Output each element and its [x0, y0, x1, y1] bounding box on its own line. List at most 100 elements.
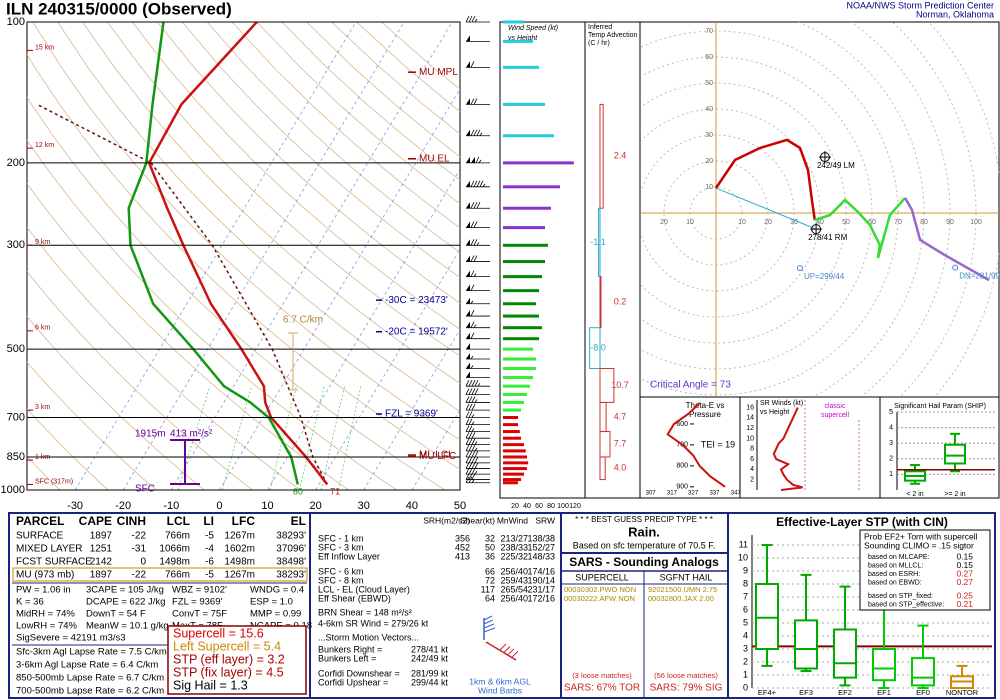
wind-barb: [466, 255, 490, 262]
wind-speed-bar: [503, 467, 527, 471]
barb-half: [471, 479, 475, 483]
barb-feather: [471, 462, 476, 469]
prob-name: based on STP_fixed:: [868, 593, 933, 600]
box: [755, 583, 779, 650]
kin-cell: 174/16: [527, 566, 555, 576]
isotherm: [315, 248, 460, 490]
sr-ytick: 10: [746, 435, 754, 442]
lapse-rate: 850-500mb Lapse Rate = 6.7 C/km: [16, 673, 164, 684]
parcel-header: CAPE: [79, 514, 112, 528]
height-annotation: FZL = 9369': [385, 409, 438, 420]
barb-flag: [466, 156, 470, 163]
barb-feather: [465, 450, 470, 458]
kin-cell: 50: [485, 542, 495, 552]
barb-half: [477, 382, 481, 387]
dry-adiabat: [206, 22, 460, 253]
kin-cell: 190/14: [527, 575, 555, 585]
wind-barb: [465, 444, 490, 452]
barb-flag: [466, 353, 470, 359]
barb-feather: [465, 403, 470, 411]
barb-feather: [468, 15, 473, 23]
sars-match: 00032800.JAX 2.00: [648, 594, 714, 603]
wind-speed-bar: [503, 289, 539, 293]
index-cell: 3CAPE = 105 J/kg: [86, 585, 164, 596]
stp-ytick: 5: [743, 617, 748, 627]
precip-title: * * * BEST GUESS PRECIP TYPE * * *: [575, 515, 713, 524]
barb-feather: [473, 98, 478, 105]
barb-feather: [468, 396, 473, 403]
category-label: >= 2 in: [944, 491, 966, 498]
prob-name: based on STP_effective:: [868, 601, 944, 608]
sars-title: SARS - Sounding Analogs: [569, 555, 719, 569]
barb-feather: [468, 418, 473, 425]
kin-label: SFC - 6 km: [318, 566, 364, 576]
barb-feather: [471, 467, 476, 475]
advection-box: [599, 456, 606, 481]
index-cell: MMP = 0.99: [250, 609, 301, 620]
wind-speed-bar: [503, 347, 533, 351]
wind-barb: [465, 388, 490, 395]
motion-value: 281/99 kt: [411, 668, 449, 678]
wind-barb: [466, 129, 490, 137]
wind-barb: [466, 343, 490, 350]
sars-loose: (56 loose matches): [654, 671, 718, 680]
parcel-cell: 1267m: [224, 570, 255, 581]
wind-speed-bar: [503, 302, 536, 306]
height-annotation: -20C = 19572': [385, 326, 448, 337]
dewpoint-profile: [127, 22, 300, 485]
barb-half: [474, 470, 478, 475]
wind-speed-tick: 80: [547, 503, 555, 510]
parcel-cell: 0: [140, 557, 146, 568]
precip-basis: Based on sfc temperature of 70.5 F.: [573, 540, 716, 550]
temp-tick-label: -30: [67, 500, 83, 512]
parcel-cell: 38293': [276, 570, 306, 581]
stp-ytick: 7: [743, 591, 748, 601]
pressure-label: 1000: [1, 484, 25, 496]
sr-note: classic: [824, 403, 846, 410]
ship-ytick: 1: [889, 471, 893, 478]
barb-feather: [479, 180, 484, 188]
kin-cell: 259/43: [500, 575, 528, 585]
barb-feather: [468, 444, 473, 452]
caption-feather: [511, 650, 519, 658]
barb-feather: [471, 432, 476, 439]
barb-feather: [465, 379, 470, 387]
parcel-header: LI: [203, 514, 214, 528]
prob-value: 0.21: [956, 599, 973, 609]
caption-feather: [483, 623, 495, 629]
barb-feather: [465, 456, 470, 464]
caption-feather: [483, 627, 496, 633]
dry-adiabat: [32, 22, 460, 441]
wind-barb: [466, 202, 490, 209]
kin-cell: 256/40: [500, 593, 528, 603]
barb-feather: [465, 418, 470, 425]
barb-half: [474, 18, 478, 23]
advection-box: [589, 327, 601, 369]
wind-barb: [466, 180, 490, 188]
lapse-rate: Sfc-3km Agl Lapse Rate = 7.5 C/km: [16, 647, 167, 658]
prob-value: 0.15: [956, 560, 973, 570]
kin-cell: 66: [485, 566, 495, 576]
stp-ytick: 11: [739, 539, 748, 549]
category-label: EF1: [877, 688, 891, 697]
kin-note: BRN Shear = 148 m²/s²: [318, 607, 412, 617]
box: [872, 648, 896, 682]
barb-feather: [474, 456, 479, 464]
sars-loose: (3 loose matches): [572, 671, 632, 680]
barb-feather: [470, 332, 475, 339]
sars-header: SUPERCELL: [575, 572, 629, 582]
wind-barb: [465, 450, 490, 458]
hodo-tick: 80: [920, 219, 928, 226]
kin-cell: 152/27: [527, 542, 555, 552]
wind-barb: [466, 239, 490, 246]
motion-name: Bunkers Left =: [318, 653, 376, 663]
barb-flag: [466, 35, 470, 42]
wind-speed-bar: [503, 408, 521, 412]
wind-speed-tick: 120: [569, 503, 581, 510]
composite: Left Supercell = 5.4: [173, 639, 281, 653]
index-cell: WBZ = 9102': [172, 585, 227, 596]
barb-feather: [470, 61, 475, 68]
hodograph-plot: 10 10 10 20 20 20 30 30 40 40 50 50 60 60 70 70 80 90 100 2…: [641, 22, 999, 396]
hodo-tick: 30: [790, 219, 798, 226]
barb-half: [476, 242, 480, 246]
